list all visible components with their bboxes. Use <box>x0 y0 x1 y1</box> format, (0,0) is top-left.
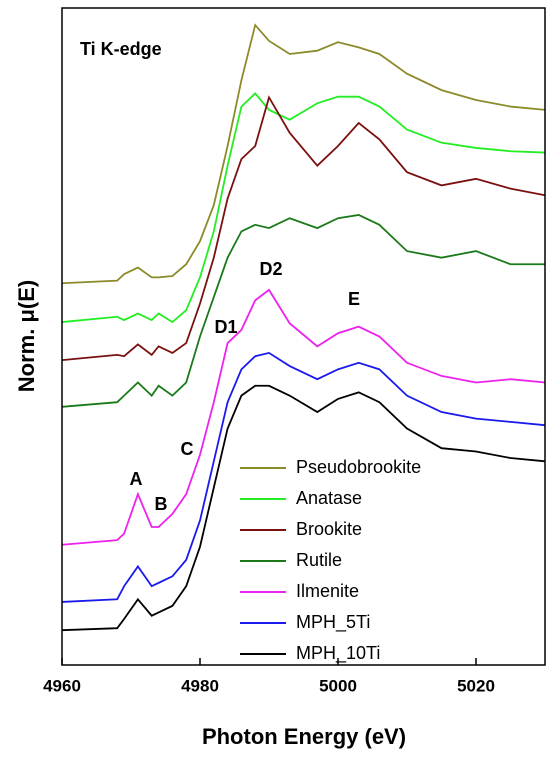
annotation: B <box>155 494 168 514</box>
x-tick-label: 4980 <box>181 676 219 695</box>
x-tick-label: 5000 <box>319 676 357 695</box>
legend-label: Anatase <box>296 488 362 508</box>
x-tick-label: 4960 <box>43 676 81 695</box>
annotation: D2 <box>259 259 282 279</box>
plot-frame <box>61 7 546 666</box>
series-line <box>61 95 546 362</box>
x-tick-label: 5020 <box>457 676 495 695</box>
series-line <box>61 214 545 408</box>
annotation: C <box>181 439 194 459</box>
series-line <box>61 384 546 632</box>
series-line <box>61 351 546 603</box>
series-line <box>61 92 546 324</box>
legend-label: MPH_10Ti <box>296 643 380 664</box>
legend-label: Pseudobrookite <box>296 457 421 477</box>
annotation: D1 <box>214 317 237 337</box>
legend-label: Ilmenite <box>296 581 359 601</box>
y-axis-title: Norm. μ(E) <box>14 280 39 392</box>
legend-label: Rutile <box>296 550 342 570</box>
chart-title: Ti K-edge <box>80 39 162 59</box>
series-line <box>61 23 546 285</box>
annotation: A <box>130 469 143 489</box>
annotation: E <box>348 289 360 309</box>
x-axis-title: Photon Energy (eV) <box>202 724 406 749</box>
legend-label: Brookite <box>296 519 362 539</box>
series-line <box>61 288 546 546</box>
legend-label: MPH_5Ti <box>296 612 370 633</box>
